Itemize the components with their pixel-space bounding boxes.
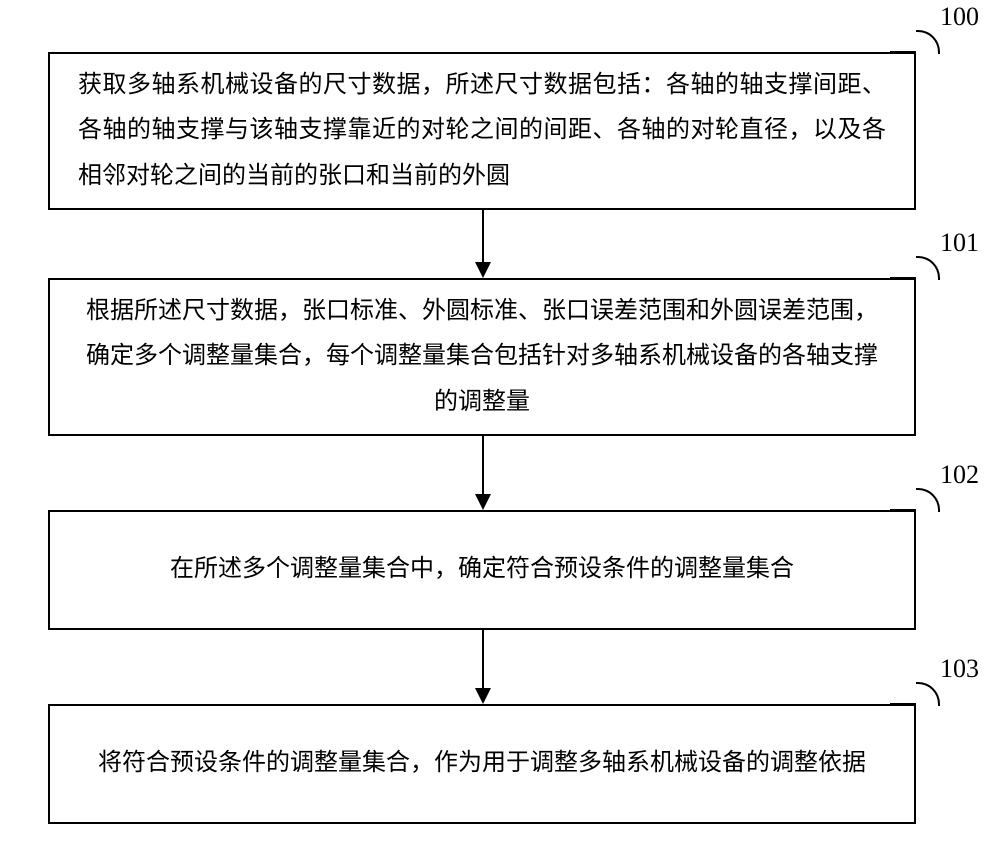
leader-h-102 bbox=[890, 509, 916, 511]
flow-node-100-text: 获取多轴系机械设备的尺寸数据，所述尺寸数据包括：各轴的轴支撑间距、各轴的轴支撑与… bbox=[78, 63, 886, 200]
flow-arrow-102-103 bbox=[482, 630, 484, 704]
flowchart-canvas: 获取多轴系机械设备的尺寸数据，所述尺寸数据包括：各轴的轴支撑间距、各轴的轴支撑与… bbox=[0, 0, 1000, 864]
leader-curve-102 bbox=[916, 488, 940, 512]
flow-label-101: 101 bbox=[940, 228, 979, 258]
leader-curve-100 bbox=[916, 30, 940, 54]
flow-arrow-100-101 bbox=[482, 210, 484, 278]
flow-node-102-text: 在所述多个调整量集合中，确定符合预设条件的调整量集合 bbox=[170, 547, 794, 593]
flow-label-103: 103 bbox=[940, 654, 979, 684]
flow-node-103-text: 将符合预设条件的调整量集合，作为用于调整多轴系机械设备的调整依据 bbox=[98, 741, 866, 787]
flow-node-102: 在所述多个调整量集合中，确定符合预设条件的调整量集合 bbox=[48, 510, 916, 630]
leader-h-103 bbox=[890, 703, 916, 705]
flow-node-100: 获取多轴系机械设备的尺寸数据，所述尺寸数据包括：各轴的轴支撑间距、各轴的轴支撑与… bbox=[48, 52, 916, 210]
leader-curve-103 bbox=[916, 682, 940, 706]
leader-h-100 bbox=[890, 51, 916, 53]
flow-label-102: 102 bbox=[940, 460, 979, 490]
flow-label-100: 100 bbox=[940, 2, 979, 32]
leader-curve-101 bbox=[916, 256, 940, 280]
flow-arrow-101-102 bbox=[482, 436, 484, 510]
flow-node-103: 将符合预设条件的调整量集合，作为用于调整多轴系机械设备的调整依据 bbox=[48, 704, 916, 824]
leader-h-101 bbox=[890, 277, 916, 279]
flow-node-101-text: 根据所述尺寸数据，张口标准、外圆标准、张口误差范围和外圆误差范围，确定多个调整量… bbox=[78, 289, 886, 426]
flow-node-101: 根据所述尺寸数据，张口标准、外圆标准、张口误差范围和外圆误差范围，确定多个调整量… bbox=[48, 278, 916, 436]
